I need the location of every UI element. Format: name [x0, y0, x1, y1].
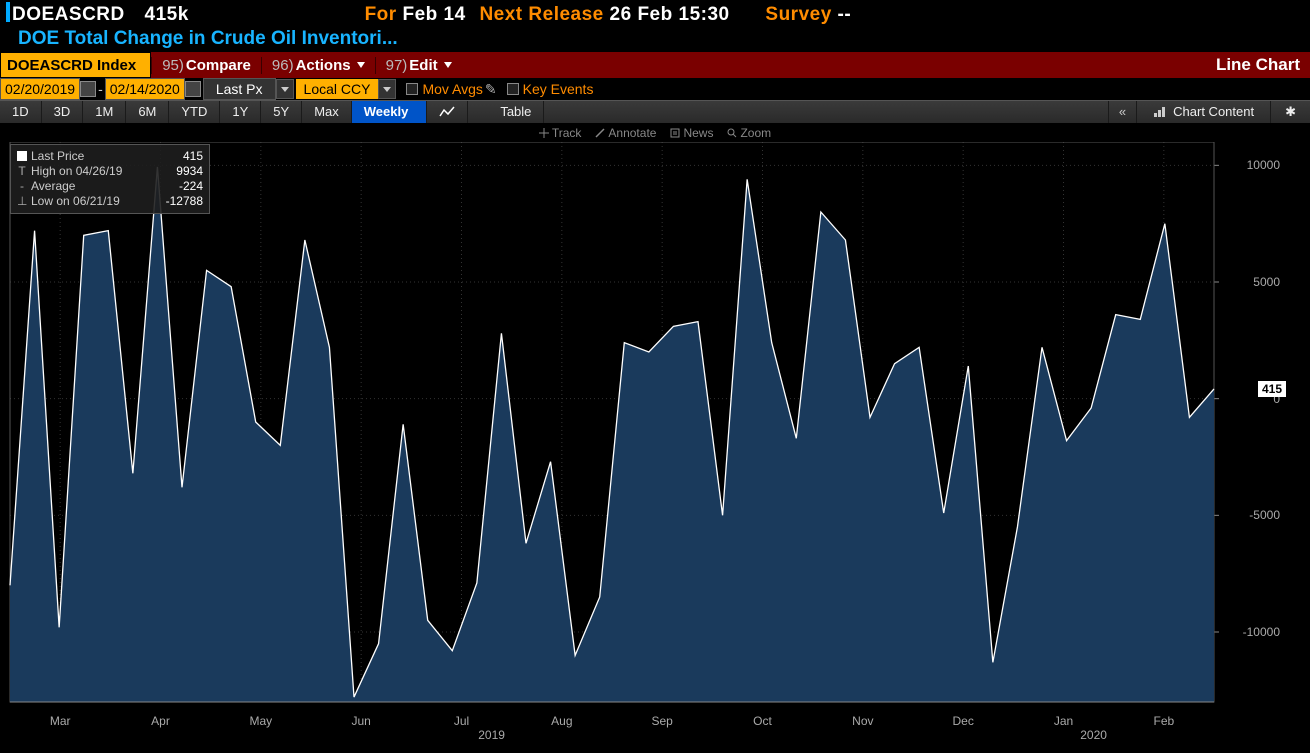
header-line-1: DOEASCRD 415k For Feb 14 Next Release 26… — [0, 0, 1310, 28]
for-label: For — [365, 4, 397, 25]
x-axis-year-label: 2020 — [1080, 728, 1107, 742]
ticker-description: DOE Total Change in Crude Oil Inventori.… — [0, 28, 1310, 52]
date-to-input[interactable]: 02/14/2020 — [105, 78, 185, 100]
zoom-tool[interactable]: Zoom — [727, 126, 771, 142]
actions-button[interactable]: 96)Actions — [261, 57, 375, 74]
for-date: Feb 14 — [402, 4, 465, 25]
chart-legend: Last Price415 THigh on 04/26/199934 -Ave… — [10, 144, 210, 214]
date-from-input[interactable]: 02/20/2019 — [0, 78, 80, 100]
y-axis-label: -5000 — [1249, 508, 1280, 522]
table-button[interactable]: Table — [488, 101, 544, 123]
local-ccy-button[interactable]: Local CCY — [296, 79, 379, 99]
x-axis-month-label: Feb — [1153, 714, 1174, 728]
next-release-label: Next Release — [479, 4, 603, 25]
calendar-icon[interactable] — [185, 81, 201, 97]
compare-button[interactable]: 95)Compare — [151, 57, 261, 74]
track-tool[interactable]: Track — [539, 126, 582, 142]
range-1m[interactable]: 1M — [83, 101, 126, 123]
edit-button[interactable]: 97)Edit — [375, 57, 462, 74]
last-px-dropdown[interactable] — [276, 79, 294, 99]
function-bar: DOEASCRD Index 95)Compare 96)Actions 97)… — [0, 52, 1310, 78]
x-axis-month-label: Jul — [454, 714, 469, 728]
periodicity-dropdown[interactable]: Weekly — [352, 101, 428, 123]
gear-icon[interactable]: ✱ — [1270, 101, 1310, 123]
pencil-icon: ✎ — [485, 81, 497, 97]
range-3d[interactable]: 3D — [42, 101, 84, 123]
x-axis-month-label: Mar — [50, 714, 71, 728]
chart-content-button[interactable]: Chart Content — [1136, 101, 1270, 123]
x-axis-month-label: Nov — [852, 714, 873, 728]
x-axis-month-label: Aug — [551, 714, 572, 728]
range-toolbar: 1D 3D 1M 6M YTD 1Y 5Y Max Weekly Table «… — [0, 100, 1310, 124]
options-bar: 02/20/2019 - 02/14/2020 Last Px Local CC… — [0, 78, 1310, 100]
mov-avgs-checkbox[interactable]: Mov Avgs✎ — [406, 81, 496, 98]
range-1y[interactable]: 1Y — [220, 101, 261, 123]
chart-area[interactable]: Last Price415 THigh on 04/26/199934 -Ave… — [4, 142, 1286, 742]
range-1d[interactable]: 1D — [0, 101, 42, 123]
index-badge[interactable]: DOEASCRD Index — [0, 52, 151, 78]
key-events-checkbox[interactable]: Key Events — [507, 81, 594, 97]
y-axis-label: -10000 — [1243, 625, 1280, 639]
ticker-value: 415k — [145, 4, 189, 25]
calendar-icon[interactable] — [80, 81, 96, 97]
range-6m[interactable]: 6M — [126, 101, 169, 123]
y-axis-label: 5000 — [1253, 275, 1280, 289]
ticker-symbol: DOEASCRD — [6, 4, 125, 25]
local-ccy-dropdown[interactable] — [378, 79, 396, 99]
x-axis-month-label: Oct — [753, 714, 772, 728]
x-axis-month-label: Dec — [952, 714, 973, 728]
news-tool[interactable]: News — [670, 126, 713, 142]
collapse-icon[interactable]: « — [1108, 101, 1136, 123]
x-axis-month-label: May — [249, 714, 272, 728]
annotate-tool[interactable]: Annotate — [595, 126, 656, 142]
line-chart-svg — [4, 142, 1286, 742]
last-px-button[interactable]: Last Px — [203, 78, 276, 100]
next-release-date: 26 Feb 15:30 — [610, 4, 730, 25]
survey-value: -- — [838, 4, 852, 25]
x-axis-month-label: Sep — [651, 714, 672, 728]
x-axis-month-label: Jun — [351, 714, 370, 728]
range-max[interactable]: Max — [302, 101, 352, 123]
chart-tools: Track Annotate News Zoom — [0, 124, 1310, 142]
chart-type-label[interactable]: Line Chart — [1206, 55, 1310, 75]
survey-label: Survey — [765, 4, 831, 25]
range-ytd[interactable]: YTD — [169, 101, 220, 123]
y-axis-label: 10000 — [1247, 158, 1280, 172]
range-5y[interactable]: 5Y — [261, 101, 302, 123]
x-axis-month-label: Apr — [151, 714, 170, 728]
x-axis-month-label: Jan — [1054, 714, 1073, 728]
chart-style-icon[interactable] — [427, 101, 468, 123]
x-axis-year-label: 2019 — [478, 728, 505, 742]
current-price-flag: 415 — [1258, 381, 1286, 397]
